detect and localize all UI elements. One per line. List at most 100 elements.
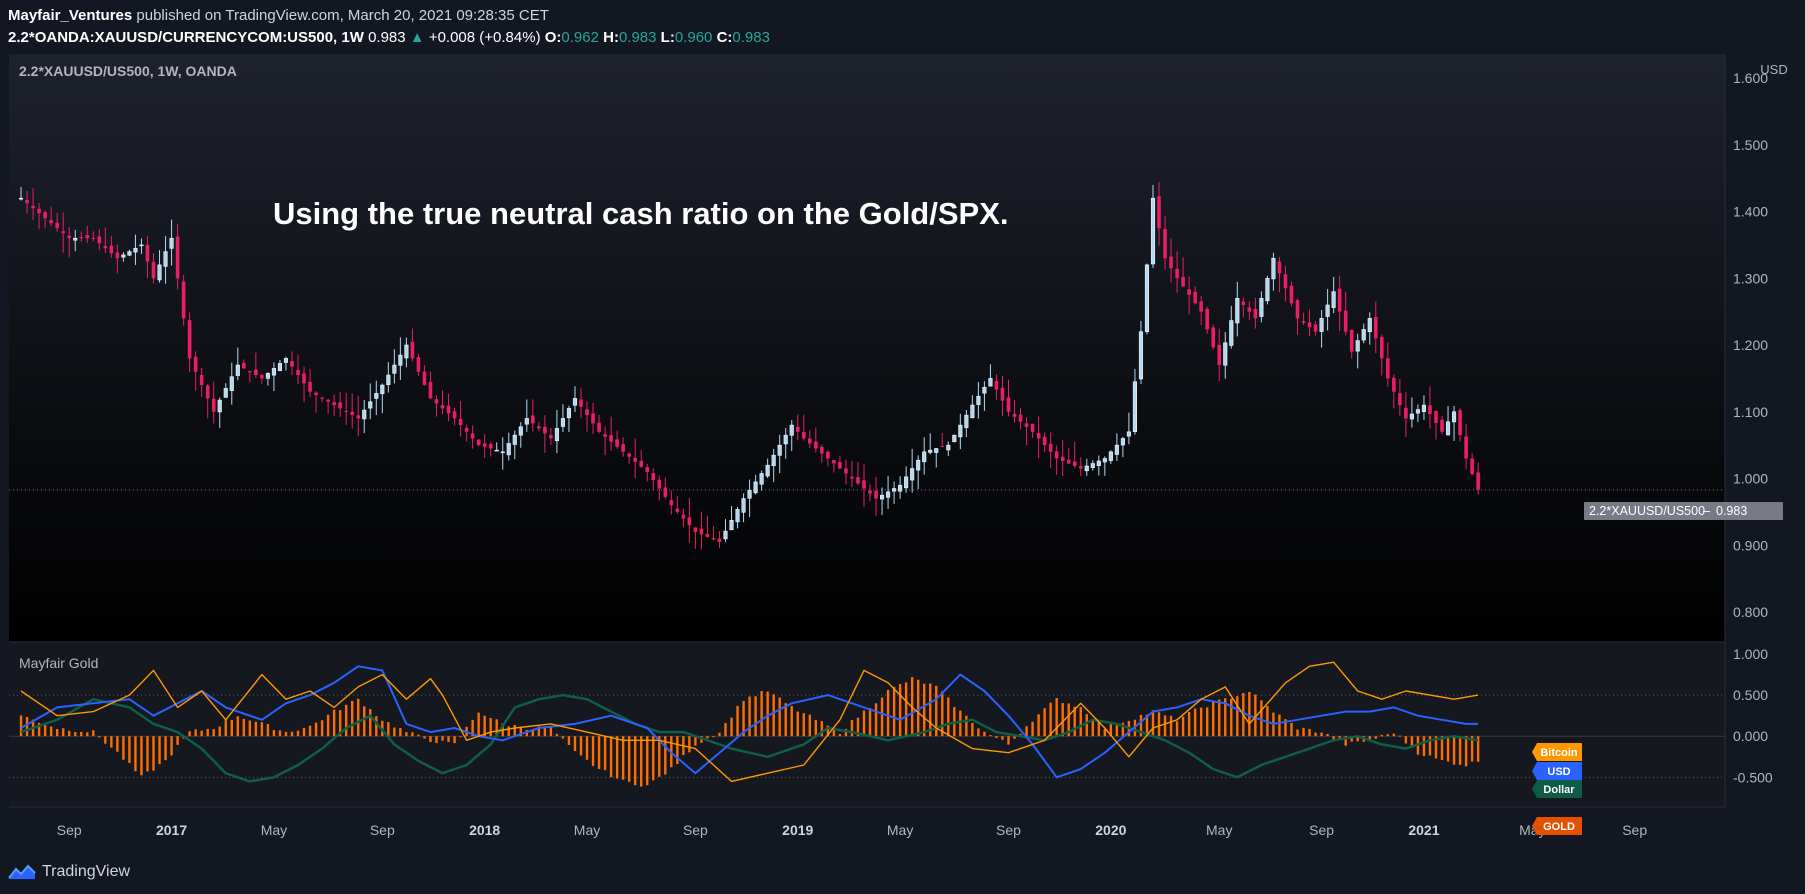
- histogram-bar: [495, 719, 498, 737]
- candle-body: [615, 439, 619, 447]
- histogram-bar: [1380, 734, 1383, 737]
- candle-body: [633, 457, 637, 462]
- histogram-bar: [579, 736, 583, 756]
- candle-body: [145, 244, 150, 262]
- candle: [1343, 291, 1348, 336]
- candle-body: [572, 398, 578, 406]
- histogram-bar: [290, 731, 294, 737]
- histogram-bar: [1109, 724, 1113, 737]
- candle-body: [1048, 443, 1053, 452]
- author-name[interactable]: Mayfair_Ventures: [8, 7, 133, 24]
- candle: [753, 474, 758, 495]
- histogram-bar: [200, 730, 203, 737]
- candle-body: [464, 427, 469, 432]
- candle-body: [868, 490, 872, 494]
- last-value-tag-bg: [1584, 502, 1783, 520]
- candle-body: [1181, 276, 1185, 287]
- candle: [55, 213, 59, 232]
- candle-body: [1006, 397, 1011, 412]
- candle: [350, 393, 355, 429]
- histogram-bar: [254, 721, 258, 737]
- candle-body: [338, 402, 342, 409]
- candle: [428, 371, 433, 400]
- candle: [970, 395, 975, 419]
- candle: [1271, 252, 1276, 291]
- histogram-bar: [929, 683, 932, 737]
- candle: [916, 455, 921, 490]
- candle: [814, 427, 818, 453]
- candle: [1205, 306, 1209, 334]
- footer[interactable]: TradingView: [8, 860, 130, 884]
- candle-body: [1307, 322, 1312, 328]
- histogram-bar: [284, 731, 288, 737]
- candle: [1024, 417, 1029, 446]
- up-arrow-icon: ▲: [409, 29, 425, 46]
- candle: [320, 396, 324, 403]
- candle: [1072, 441, 1077, 469]
- histogram-bar: [1175, 721, 1179, 737]
- candle-body: [952, 434, 957, 443]
- chart-svg[interactable]: 1.600 1.500 1.400 1.300 1.200 1.100 1.000 0.900…: [0, 54, 1805, 850]
- candle-body: [217, 399, 222, 413]
- candle-body: [67, 235, 72, 239]
- candle: [103, 227, 108, 253]
- candle-body: [302, 373, 306, 384]
- histogram-bar: [128, 736, 131, 763]
- candle-body: [1157, 196, 1161, 229]
- candle: [1373, 301, 1378, 354]
- candle-body: [49, 219, 53, 224]
- histogram-bar: [676, 736, 679, 765]
- candle-body: [277, 363, 283, 372]
- candle-body: [651, 473, 656, 481]
- candle-body: [488, 444, 493, 449]
- candle-body: [380, 384, 385, 395]
- candle: [91, 231, 96, 242]
- candle-body: [693, 527, 698, 532]
- histogram-bar: [1248, 691, 1251, 737]
- chart-annotation[interactable]: Using the true neutral cash ratio on the…: [273, 196, 1009, 231]
- histogram-bar: [652, 736, 655, 781]
- histogram-bar: [1043, 708, 1046, 737]
- histogram-bar: [1308, 728, 1311, 737]
- histogram-bar: [98, 736, 101, 738]
- histogram-bar: [314, 722, 318, 737]
- histogram-bar: [1013, 736, 1016, 739]
- candle-body: [1012, 413, 1017, 417]
- candle: [645, 463, 650, 482]
- candle-body: [1150, 197, 1156, 265]
- x-tick-label: Sep: [996, 822, 1021, 838]
- candle-body: [765, 464, 770, 477]
- candle-body: [1343, 310, 1348, 332]
- candle: [1102, 456, 1107, 476]
- candle-body: [874, 490, 878, 499]
- candle-body: [1108, 451, 1113, 461]
- symbol-name[interactable]: 2.2*OANDA:XAUUSD/CURRENCYCOM:US500, 1W: [8, 29, 364, 46]
- candle-body: [211, 398, 216, 412]
- candle-body: [771, 454, 776, 466]
- histogram-bar: [363, 706, 366, 737]
- sub-pane-title: Mayfair Gold: [19, 655, 98, 671]
- candle-body: [1078, 466, 1083, 469]
- candle: [603, 426, 607, 456]
- candle-body: [994, 380, 999, 390]
- candle-body: [591, 413, 595, 424]
- candle: [1386, 342, 1390, 387]
- candle-body: [1355, 340, 1360, 352]
- candle-body: [747, 489, 752, 499]
- sub-pane-bg: [9, 642, 1725, 807]
- x-tick-label: 2019: [782, 822, 813, 838]
- histogram-bar: [1055, 697, 1058, 737]
- candle: [506, 432, 511, 461]
- candle-body: [326, 399, 330, 402]
- histogram-bar: [844, 728, 848, 737]
- histogram-bar: [483, 715, 486, 737]
- candle: [18, 186, 24, 201]
- candle: [163, 236, 168, 284]
- chart-area[interactable]: 1.600 1.500 1.400 1.300 1.200 1.100 1.000 0.900…: [0, 54, 1805, 850]
- histogram-bar: [116, 736, 119, 752]
- histogram-bar: [730, 717, 733, 737]
- candle-body: [500, 451, 505, 454]
- candle-body: [681, 514, 686, 519]
- candle-body: [1036, 433, 1041, 439]
- candle-body: [157, 264, 162, 281]
